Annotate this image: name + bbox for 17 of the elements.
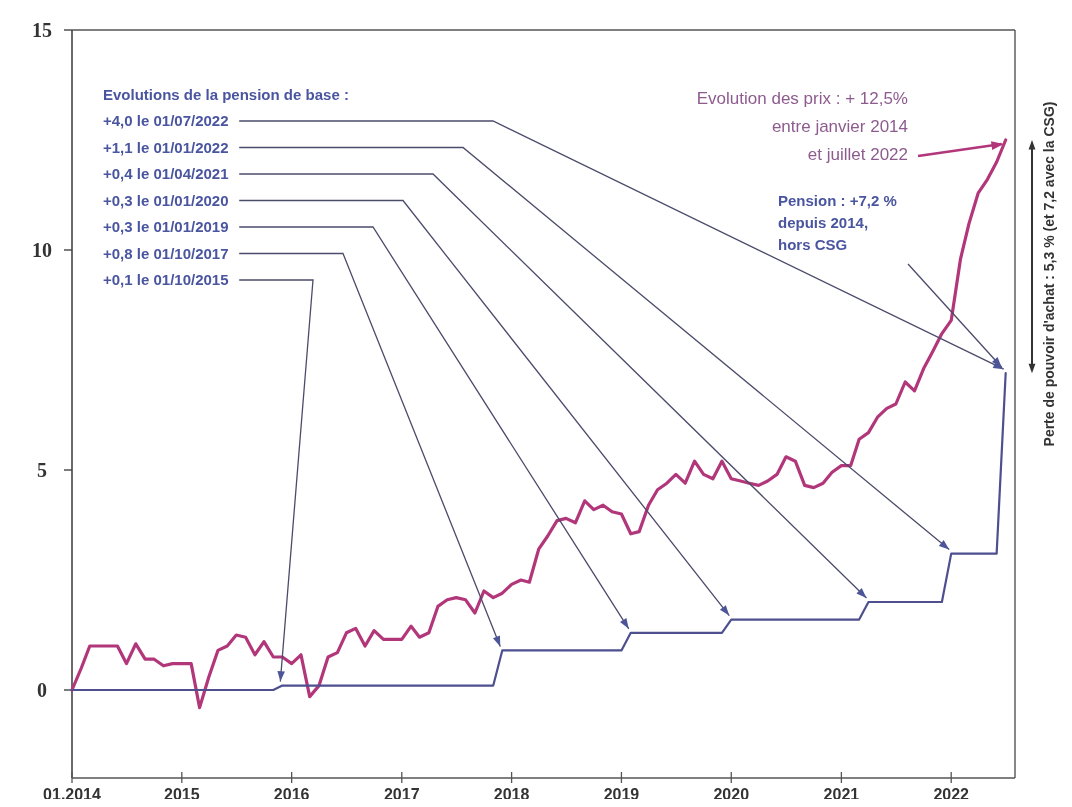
annotation: Evolutions de la pension de base : — [103, 86, 349, 103]
annotation: Pension : +7,2 % depuis 2014, hors CSG — [778, 192, 897, 253]
text: Perte de pouvoir d'achat : 5,3 % (et 7,2 avec la CSG) — [1041, 101, 1057, 447]
y-tick-label: 0 — [37, 679, 47, 701]
annotation: +0,8 le 01/10/2017 — [103, 244, 229, 262]
y-tick-label: 10 — [32, 239, 52, 261]
annotation: +0,1 le 01/10/2015 — [103, 271, 229, 288]
annotation: +4,0 le 01/07/2022 — [103, 112, 229, 129]
annotation: Evolution des prix : + 12,5% entre janvier 2014 et juillet 2022 — [696, 89, 908, 164]
annotation: +0,3 le 01/01/2020 — [103, 191, 229, 209]
y-tick-label: 5 — [37, 459, 47, 481]
annotation: +0,3 le 01/01/2019 — [103, 218, 229, 235]
line-series — [70, 372, 1007, 692]
annotation: +1,1 le 01/01/2022 — [103, 138, 229, 156]
y-tick-label: 15 — [32, 19, 52, 41]
annotation: +0,4 le 01/04/2021 — [103, 165, 229, 182]
line-series — [70, 138, 1008, 710]
